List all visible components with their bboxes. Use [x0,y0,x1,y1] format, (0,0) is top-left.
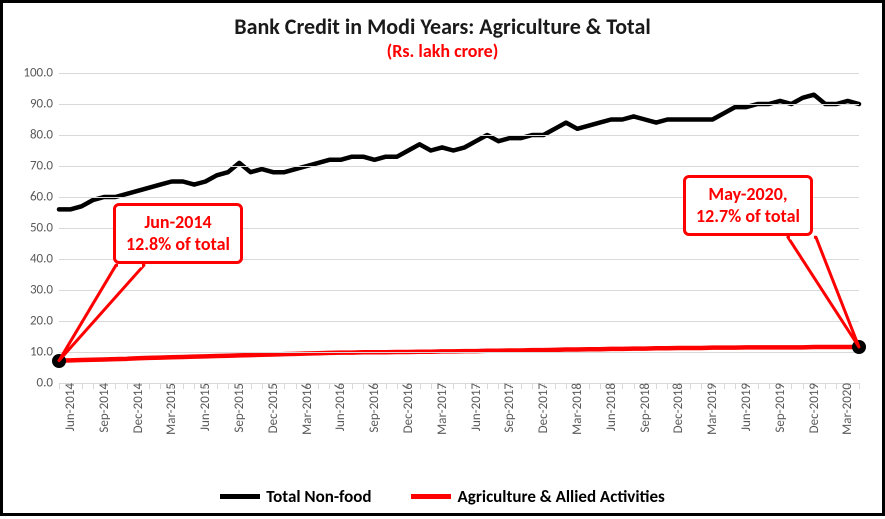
callout-line: Jun-2014 [126,212,230,234]
callout-line: 12.7% of total [696,206,800,228]
callout-box: May-2020,12.7% of total [683,175,813,236]
callout-line: May-2020, [696,184,800,206]
callout-line: 12.8% of total [126,234,230,256]
callout-box: Jun-201412.8% of total [113,203,243,264]
chart-container: Bank Credit in Modi Years: Agriculture &… [0,0,885,516]
